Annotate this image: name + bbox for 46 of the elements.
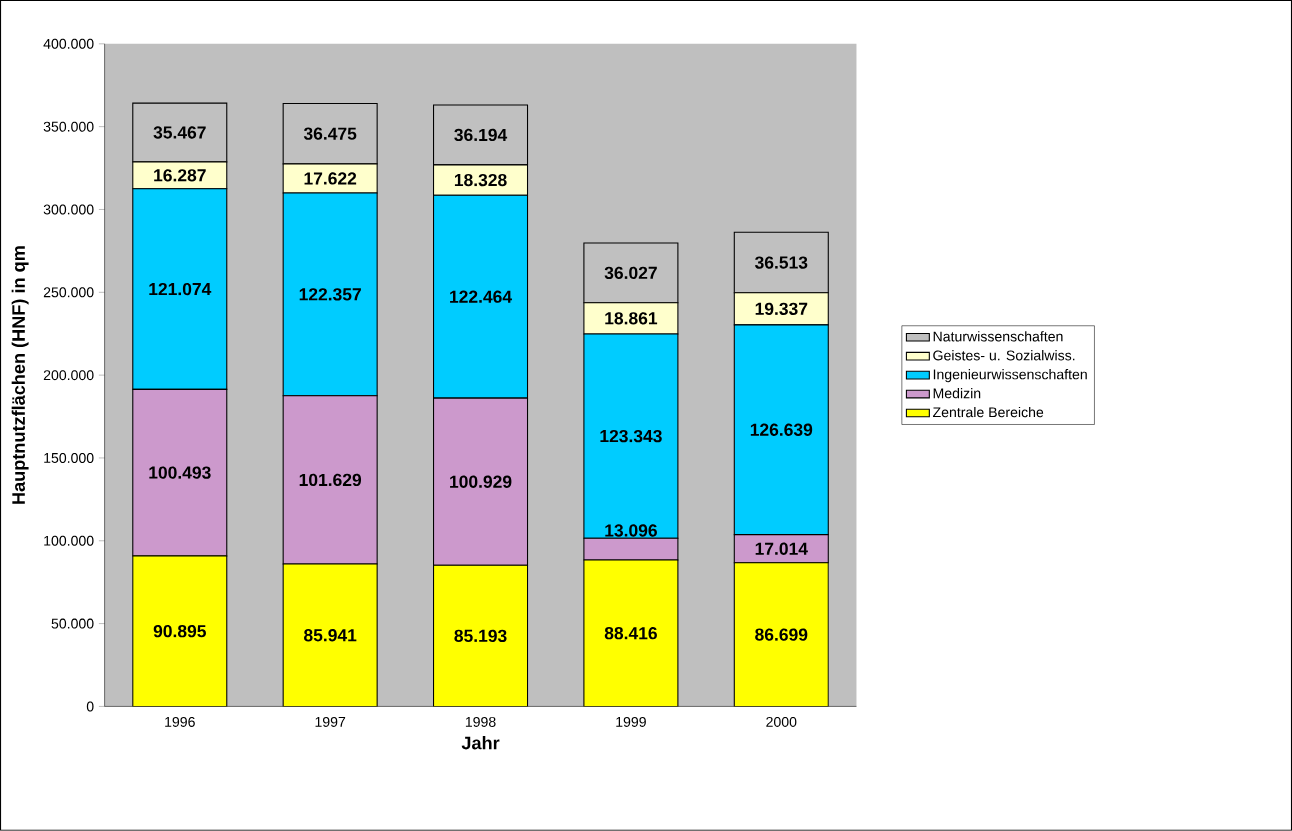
data-label: 19.337 <box>755 302 808 316</box>
legend-label: Ingenieurwissenschaften <box>933 369 1087 383</box>
data-label: 100.493 <box>149 466 211 479</box>
data-label: 13.096 <box>605 524 657 537</box>
data-label: 85.193 <box>454 629 507 643</box>
data-label: 126.639 <box>750 423 813 437</box>
x-tick-label: 1997 <box>315 717 346 727</box>
data-label: 121.074 <box>149 283 212 296</box>
data-label: 36.475 <box>303 127 357 140</box>
data-label: 122.357 <box>299 288 361 301</box>
data-label: 101.629 <box>299 473 362 487</box>
data-label: 85.941 <box>304 629 357 642</box>
data-label: 35.467 <box>153 126 206 139</box>
data-label: 18.328 <box>454 173 507 187</box>
x-tick-label: 1998 <box>465 717 496 727</box>
data-label: 36.194 <box>454 128 508 142</box>
data-label: 18.861 <box>605 312 658 325</box>
data-label: 90.895 <box>153 625 206 638</box>
legend-label: Medizin <box>933 388 981 399</box>
y-tick-label: 0 <box>86 701 94 712</box>
x-tick-label: 2000 <box>766 717 797 727</box>
data-label: 17.014 <box>755 542 808 555</box>
y-axis-title: Hauptnutzflächen (HNF) in qm <box>11 246 29 504</box>
data-label: 36.513 <box>754 256 808 269</box>
x-axis-title: Jahr <box>461 736 500 750</box>
legend-label: Zentrale Bereiche <box>932 406 1044 418</box>
data-label: 88.416 <box>604 627 657 640</box>
data-label: 123.343 <box>600 430 662 443</box>
y-tick-label: 200.000 <box>43 370 94 381</box>
data-label: 100.929 <box>450 475 512 488</box>
data-label: 16.287 <box>154 169 206 182</box>
y-tick-label: 350.000 <box>43 121 94 132</box>
y-tick-label: 400.000 <box>43 38 94 49</box>
x-tick-label: 1996 <box>165 717 195 727</box>
data-label: 36.027 <box>604 266 657 280</box>
y-tick-label: 100.000 <box>44 535 94 546</box>
data-label: 17.622 <box>304 172 357 185</box>
y-tick-label: 300.000 <box>43 204 94 215</box>
data-label: 86.699 <box>755 628 808 641</box>
data-label: 122.464 <box>450 290 512 303</box>
x-tick-label: 1999 <box>616 717 646 727</box>
legend-label: Geistes- u. Sozialwiss. <box>933 350 1075 361</box>
y-tick-label: 250.000 <box>43 287 94 298</box>
legend-label: Naturwissenschaften <box>933 331 1063 342</box>
y-tick-label: 150.000 <box>44 453 94 464</box>
y-tick-label: 50.000 <box>51 618 94 629</box>
